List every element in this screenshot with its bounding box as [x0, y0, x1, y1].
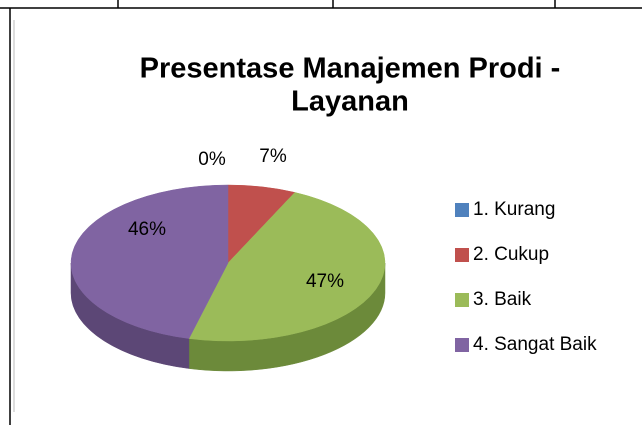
legend-label: 2. Cukup	[473, 244, 549, 265]
pie-slice	[188, 192, 386, 342]
pie	[70, 184, 386, 372]
legend-swatch	[455, 203, 469, 217]
pie-slice	[70, 184, 229, 339]
legend-label: 4. Sangat Baik	[473, 334, 597, 355]
chart-title: Presentase Manajemen Prodi -	[140, 53, 561, 85]
legend-label: 1. Kurang	[473, 199, 555, 220]
chart-title: Layanan	[291, 86, 409, 118]
legend-swatch	[455, 293, 469, 307]
legend-swatch	[455, 338, 469, 352]
data-label: 47%	[306, 271, 344, 292]
data-label: 0%	[198, 149, 226, 170]
legend-label: 3. Baik	[473, 289, 532, 310]
data-label: 7%	[259, 146, 287, 167]
data-label: 46%	[128, 219, 166, 240]
legend-swatch	[455, 248, 469, 262]
